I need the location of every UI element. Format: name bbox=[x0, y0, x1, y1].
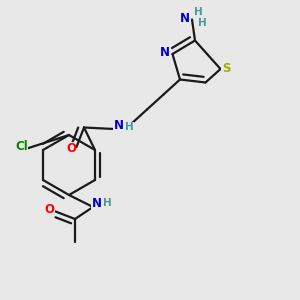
Text: N: N bbox=[160, 46, 170, 59]
Text: S: S bbox=[222, 62, 230, 76]
Text: Cl: Cl bbox=[15, 140, 28, 154]
Text: N: N bbox=[179, 11, 190, 25]
Text: H: H bbox=[103, 197, 112, 208]
Text: H: H bbox=[194, 7, 202, 17]
Text: N: N bbox=[113, 119, 124, 132]
Text: O: O bbox=[44, 202, 55, 216]
Text: O: O bbox=[66, 142, 76, 155]
Text: N: N bbox=[92, 197, 102, 210]
Text: H: H bbox=[198, 17, 207, 28]
Text: H: H bbox=[124, 122, 134, 133]
